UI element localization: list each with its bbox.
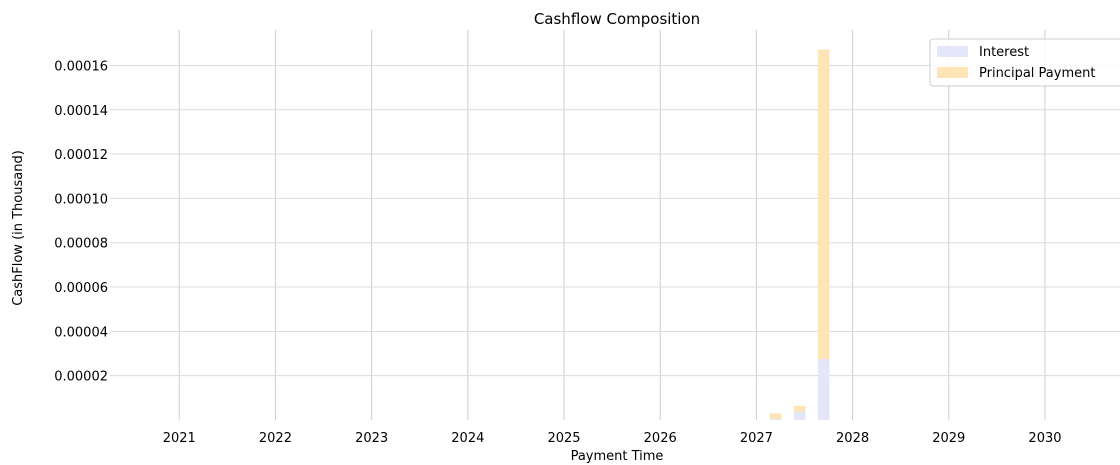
grid-lines <box>110 30 1120 420</box>
x-axis-ticks: 2021 2022 2023 2024 2025 2026 2027 2028 2029 2030 <box>163 431 1062 446</box>
y-tick-label-1: 0.00004 <box>54 325 108 340</box>
legend-label-principal-payment: Principal Payment <box>979 66 1095 81</box>
y-tick-label-6: 0.00014 <box>54 104 108 119</box>
x-tick-label-2026: 2026 <box>644 431 677 446</box>
y-tick-label-0: 0.00002 <box>54 370 108 385</box>
bar-principal-payment-1 <box>793 405 806 412</box>
y-tick-label-4: 0.00010 <box>54 192 108 207</box>
bar-principal-payment-0 <box>769 413 782 419</box>
bar-interest-1 <box>793 411 806 420</box>
legend-label-interest: Interest <box>979 45 1029 60</box>
x-tick-label-2025: 2025 <box>547 431 580 446</box>
y-tick-label-2: 0.00006 <box>54 281 108 296</box>
x-tick-label-2029: 2029 <box>932 431 965 446</box>
x-tick-label-2022: 2022 <box>259 431 292 446</box>
y-tick-label-3: 0.00008 <box>54 237 108 252</box>
y-tick-label-7: 0.00016 <box>54 59 108 74</box>
x-axis-label: Payment Time <box>571 449 664 464</box>
y-axis-ticks: 0.00002 0.00004 0.00006 0.00008 0.00010 0.000… <box>54 59 108 384</box>
x-tick-label-2028: 2028 <box>836 431 869 446</box>
x-tick-label-2024: 2024 <box>451 431 484 446</box>
bar-interest-2 <box>817 359 830 420</box>
x-tick-label-2030: 2030 <box>1028 431 1061 446</box>
bar-interest-0 <box>769 418 782 420</box>
y-axis-label: CashFlow (in Thousand) <box>11 150 26 306</box>
x-tick-label-2027: 2027 <box>740 431 773 446</box>
bars <box>769 49 830 420</box>
bar-principal-payment-2 <box>817 49 830 360</box>
x-tick-label-2023: 2023 <box>355 431 388 446</box>
legend-box <box>929 38 1120 87</box>
y-tick-label-5: 0.00012 <box>54 148 108 163</box>
legend: Interest Principal Payment <box>929 38 1120 87</box>
chart-title: Cashflow Composition <box>534 10 700 28</box>
legend-swatch-principal <box>937 67 968 78</box>
x-tick-label-2021: 2021 <box>163 431 196 446</box>
legend-swatch-interest <box>937 46 968 57</box>
